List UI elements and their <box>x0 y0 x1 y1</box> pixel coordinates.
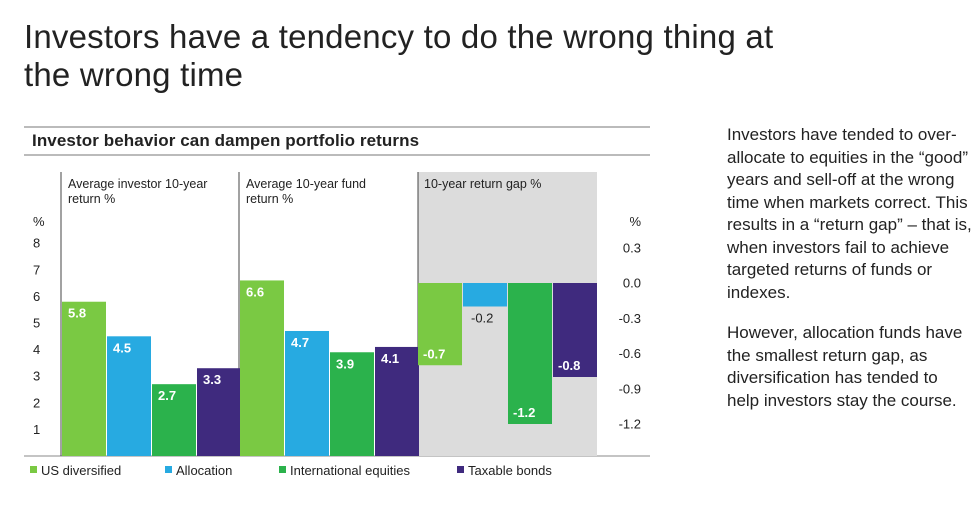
bar-international-equities <box>152 384 196 456</box>
left-axis-tick: 5 <box>33 316 40 331</box>
right-axis-unit: % <box>629 214 641 229</box>
gap-bar-value-label: -0.2 <box>471 311 493 326</box>
legend-swatch <box>30 466 37 473</box>
gap-bar-value-label: -0.8 <box>558 358 580 373</box>
left-axis-tick: 3 <box>33 369 40 384</box>
legend-item-label: US diversified <box>41 463 121 478</box>
bar-taxable-bonds <box>375 346 419 456</box>
page-headline: Investors have a tendency to do the wron… <box>24 18 774 93</box>
left-axis-unit: % <box>33 214 45 229</box>
legend-item-label: Allocation <box>176 463 232 478</box>
bar-value-label: 5.8 <box>68 306 86 321</box>
right-axis-tick: -0.3 <box>619 311 641 326</box>
bar-allocation <box>285 330 329 456</box>
panel-label: 10-year return gap % <box>424 177 541 191</box>
legend-item-label: Taxable bonds <box>468 463 552 478</box>
bar-value-label: 6.6 <box>246 284 264 299</box>
right-axis-tick: 0.0 <box>623 276 641 291</box>
sidebar-paragraph-2: However, allocation funds have the small… <box>727 323 963 410</box>
bar-value-label: 2.7 <box>158 388 176 403</box>
left-axis-tick: 7 <box>33 262 40 277</box>
left-axis-tick: 8 <box>33 236 40 251</box>
left-axis-tick: 1 <box>33 422 40 437</box>
bar-value-label: 3.3 <box>203 372 221 387</box>
gap-bar-value-label: -1.2 <box>513 405 535 420</box>
right-axis-tick: -0.6 <box>619 346 641 361</box>
bar-allocation <box>107 336 151 456</box>
left-axis-tick: 2 <box>33 395 40 410</box>
sidebar-paragraph-1: Investors have tended to over-allocate t… <box>727 125 972 302</box>
bar-value-label: 3.9 <box>336 356 354 371</box>
bar-value-label: 4.5 <box>113 340 131 355</box>
gap-bar-taxable-bonds <box>553 283 597 377</box>
legend-item-label: International equities <box>290 463 410 478</box>
bar-value-label: 4.1 <box>381 351 399 366</box>
chart-title: Investor behavior can dampen portfolio r… <box>32 131 420 150</box>
legend-swatch <box>457 466 464 473</box>
gap-bar-allocation <box>463 283 507 307</box>
panel-label: Average investor 10-year return % <box>68 177 207 206</box>
right-axis-tick: -0.9 <box>619 381 641 396</box>
gap-bar-us-diversified <box>418 283 462 366</box>
legend-swatch <box>165 466 172 473</box>
left-axis-tick: 6 <box>33 289 40 304</box>
left-axis-tick: 4 <box>33 342 40 357</box>
bar-us-diversified <box>240 280 284 456</box>
bar-value-label: 4.7 <box>291 335 309 350</box>
right-axis-tick: -1.2 <box>619 417 641 432</box>
sidebar-commentary: Investors have tended to over-allocate t… <box>727 124 972 430</box>
bar-taxable-bonds <box>197 368 241 456</box>
gap-bar-international-equities <box>508 283 552 424</box>
legend-swatch <box>279 466 286 473</box>
bar-us-diversified <box>62 301 106 456</box>
panel-label: Average 10-year fund return % <box>246 177 366 206</box>
gap-bar-value-label: -0.7 <box>423 346 445 361</box>
bar-international-equities <box>330 352 374 456</box>
right-axis-tick: 0.3 <box>623 240 641 255</box>
